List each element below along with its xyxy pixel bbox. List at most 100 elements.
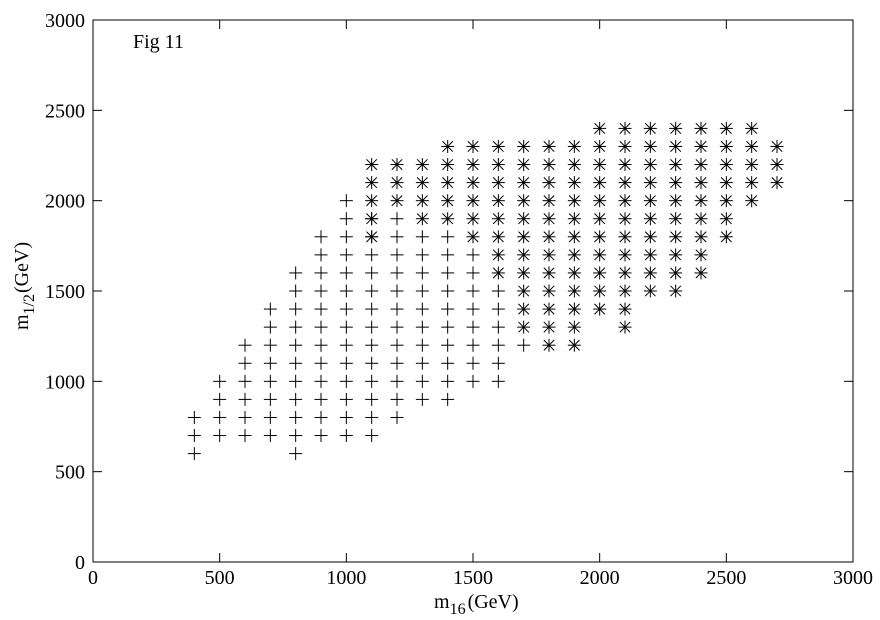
plus-point	[491, 320, 505, 334]
asterisk-point	[415, 158, 429, 172]
plus-point	[187, 429, 201, 443]
asterisk-point	[466, 176, 480, 190]
asterisk-point	[517, 248, 531, 262]
asterisk-point	[365, 194, 379, 208]
asterisk-point	[618, 158, 632, 172]
asterisk-point	[618, 266, 632, 280]
x-tick-label: 2000	[580, 567, 620, 589]
plus-point	[415, 338, 429, 352]
plus-point	[187, 410, 201, 424]
asterisk-point	[745, 176, 759, 190]
plus-point	[289, 392, 303, 406]
plus-point	[390, 338, 404, 352]
plus-point	[365, 248, 379, 262]
x-axis-label-sub: 16	[450, 601, 466, 618]
asterisk-point	[567, 320, 581, 334]
asterisk-point	[745, 158, 759, 172]
y-tick-label: 500	[55, 462, 85, 484]
asterisk-point	[593, 230, 607, 244]
plus-point	[339, 284, 353, 298]
plus-point	[263, 356, 277, 370]
asterisk-point	[567, 248, 581, 262]
asterisk-point	[669, 266, 683, 280]
plus-point	[289, 266, 303, 280]
asterisk-point	[593, 266, 607, 280]
plus-point	[289, 429, 303, 443]
plus-point	[390, 230, 404, 244]
asterisk-point	[669, 139, 683, 153]
asterisk-point	[466, 158, 480, 172]
plus-point	[365, 356, 379, 370]
asterisk-point	[542, 338, 556, 352]
fig-annotation: Fig 11	[133, 31, 184, 53]
plus-point	[339, 230, 353, 244]
plus-point	[441, 284, 455, 298]
y-axis-label-base: m	[11, 314, 33, 330]
asterisk-point	[669, 158, 683, 172]
asterisk-point	[491, 248, 505, 262]
asterisk-point	[745, 121, 759, 135]
plus-point	[314, 248, 328, 262]
asterisk-point	[669, 248, 683, 262]
plus-point	[466, 320, 480, 334]
plus-point	[415, 356, 429, 370]
asterisk-point	[567, 176, 581, 190]
asterisk-point	[745, 194, 759, 208]
asterisk-point	[643, 284, 657, 298]
plus-point	[339, 338, 353, 352]
plus-point	[390, 302, 404, 316]
asterisk-point	[567, 302, 581, 316]
asterisk-point	[669, 284, 683, 298]
asterisk-point	[593, 194, 607, 208]
asterisk-point	[618, 284, 632, 298]
asterisk-point	[390, 176, 404, 190]
plus-point	[415, 230, 429, 244]
plus-point	[289, 410, 303, 424]
asterisk-point	[593, 284, 607, 298]
plus-point	[390, 248, 404, 262]
asterisk-point	[593, 139, 607, 153]
plus-point	[339, 320, 353, 334]
asterisk-point	[567, 139, 581, 153]
plus-point	[213, 429, 227, 443]
asterisk-point	[770, 158, 784, 172]
plus-point	[187, 447, 201, 461]
plus-point	[314, 410, 328, 424]
asterisk-point	[719, 176, 733, 190]
asterisk-point	[618, 176, 632, 190]
axis-ticks	[92, 19, 854, 563]
asterisk-point	[694, 230, 708, 244]
asterisk-point	[542, 302, 556, 316]
plus-point	[339, 392, 353, 406]
asterisk-point	[719, 194, 733, 208]
plus-point	[441, 356, 455, 370]
asterisk-point	[491, 230, 505, 244]
asterisk-point	[669, 176, 683, 190]
asterisk-point	[466, 194, 480, 208]
x-tick-label: 1500	[453, 567, 493, 589]
plus-point	[491, 356, 505, 370]
plus-point	[339, 429, 353, 443]
asterisk-point	[390, 194, 404, 208]
asterisk-point	[694, 176, 708, 190]
plus-point	[289, 356, 303, 370]
asterisk-point	[517, 320, 531, 334]
x-tick-label: 2500	[706, 567, 746, 589]
asterisk-point	[618, 248, 632, 262]
asterisk-point	[669, 194, 683, 208]
plus-point	[491, 284, 505, 298]
x-tick-label: 1000	[326, 567, 366, 589]
plus-point	[415, 374, 429, 388]
asterisk-point	[491, 212, 505, 226]
asterisk-point	[517, 158, 531, 172]
asterisk-point	[694, 194, 708, 208]
plus-point	[365, 320, 379, 334]
plus-point	[213, 410, 227, 424]
asterisk-point	[669, 121, 683, 135]
plus-point	[441, 374, 455, 388]
plus-point	[314, 338, 328, 352]
plus-point	[466, 248, 480, 262]
asterisk-point	[694, 212, 708, 226]
x-axis-label: m16 (GeV)	[434, 591, 519, 618]
asterisk-point	[542, 158, 556, 172]
